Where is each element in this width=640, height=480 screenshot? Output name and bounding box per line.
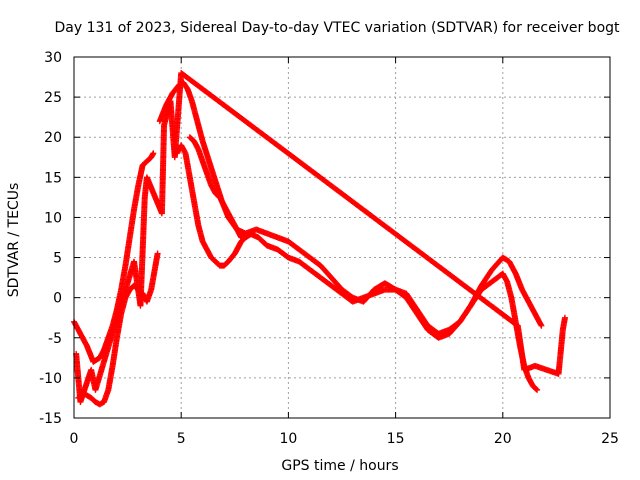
y-tick-label: 5 [53,251,62,267]
data-point [538,322,545,329]
x-tick-label: 20 [494,431,512,447]
y-tick-label: 0 [53,291,62,307]
y-tick-label: 30 [44,50,62,66]
y-tick-label: -10 [39,371,62,387]
x-tick-label: 15 [387,431,405,447]
data-point [150,150,157,157]
data-point [561,314,568,321]
data-point [534,386,541,393]
y-tick-label: 15 [44,170,62,186]
data-point [533,386,540,393]
y-axis-label: SDTVAR / TECUs [6,183,22,298]
data-points [71,70,568,408]
y-tick-label: -5 [48,331,62,347]
x-tick-label: 10 [279,431,297,447]
x-axis-label: GPS time / hours [281,458,398,474]
axis-ticks: 0 5 10 15 20 25 -15 -10 -5 0 5 10 15 20 25 30 [39,50,619,447]
data-point [247,231,254,238]
chart-title: Day 131 of 2023, Sidereal Day-to-day VTE… [54,20,620,36]
x-tick-label: 25 [601,431,619,447]
x-tick-label: 0 [70,431,79,447]
data-point [154,250,161,257]
x-tick-label: 5 [177,431,186,447]
plot-frame [73,56,611,419]
y-tick-label: -15 [39,411,62,427]
data-point [248,230,255,237]
y-tick-label: 10 [44,210,62,226]
y-tick-label: 20 [44,130,62,146]
y-tick-label: 25 [44,90,62,106]
